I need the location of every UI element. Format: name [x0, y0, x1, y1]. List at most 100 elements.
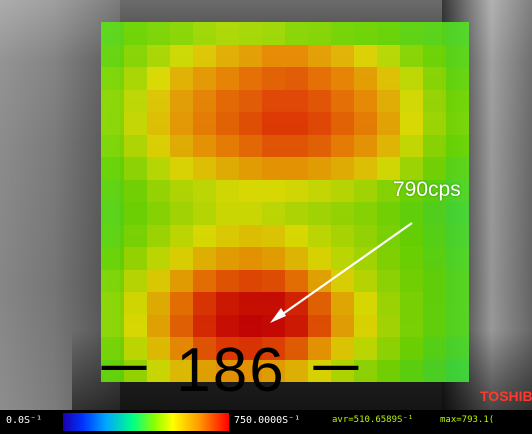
heatmap-cell — [308, 269, 331, 292]
heatmap-cell — [331, 247, 354, 270]
heatmap-cell — [354, 247, 377, 270]
heatmap-cell — [331, 292, 354, 315]
heatmap-cell — [147, 314, 170, 337]
heatmap-cell — [377, 157, 400, 180]
heatmap-cell — [423, 292, 446, 315]
heatmap-cell — [446, 337, 469, 360]
heatmap-cell — [101, 89, 124, 112]
heatmap-cell — [400, 67, 423, 90]
heatmap-cell — [423, 337, 446, 360]
heatmap-cell — [377, 269, 400, 292]
heatmap-cell — [446, 314, 469, 337]
heatmap-cell — [147, 179, 170, 202]
heatmap-cell — [147, 89, 170, 112]
heatmap-cell — [216, 247, 239, 270]
heatmap-cell — [239, 314, 262, 337]
heatmap-cell — [446, 112, 469, 135]
heatmap-cell — [124, 269, 147, 292]
heatmap-cell — [400, 314, 423, 337]
heatmap-cell — [124, 44, 147, 67]
heatmap-cell — [124, 224, 147, 247]
heatmap-cell — [170, 112, 193, 135]
heatmap-cell — [400, 224, 423, 247]
heatmap-cell — [239, 89, 262, 112]
heatmap-cell — [446, 157, 469, 180]
heatmap-cell — [423, 44, 446, 67]
heatmap-cell — [354, 179, 377, 202]
heatmap-cell — [124, 134, 147, 157]
heatmap-cell — [124, 157, 147, 180]
heatmap-cell — [170, 292, 193, 315]
heatmap-cell — [101, 44, 124, 67]
heatmap-cell — [193, 224, 216, 247]
heatmap-cell — [285, 359, 308, 382]
heatmap-cell — [285, 89, 308, 112]
heatmap-cell — [193, 157, 216, 180]
heatmap-cell — [193, 269, 216, 292]
heatmap-cell — [262, 67, 285, 90]
heatmap-cell — [308, 202, 331, 225]
heatmap-cell — [170, 22, 193, 45]
heatmap-cell — [308, 112, 331, 135]
heatmap-cell — [400, 89, 423, 112]
heatmap-cell — [377, 179, 400, 202]
heatmap-cell — [400, 134, 423, 157]
heatmap-cell — [239, 134, 262, 157]
avr-readout: avr=510.6589S⁻¹ — [332, 415, 414, 425]
heatmap-cell — [262, 269, 285, 292]
heatmap-cell — [239, 179, 262, 202]
heatmap-cell — [423, 134, 446, 157]
heatmap-cell — [124, 337, 147, 360]
heatmap-cell — [285, 44, 308, 67]
heatmap-cell — [446, 67, 469, 90]
heatmap-cell — [262, 22, 285, 45]
heatmap-cell — [147, 292, 170, 315]
heatmap-cell — [193, 247, 216, 270]
heatmap-cell — [216, 22, 239, 45]
heatmap-cell — [446, 292, 469, 315]
heatmap-cell — [331, 22, 354, 45]
heatmap-cell — [331, 134, 354, 157]
heatmap-cell — [354, 292, 377, 315]
heatmap-cell — [285, 22, 308, 45]
heatmap-cell — [216, 44, 239, 67]
heatmap-cell — [239, 247, 262, 270]
heatmap-cell — [400, 22, 423, 45]
heatmap-cell — [354, 269, 377, 292]
heatmap-cell — [239, 22, 262, 45]
heatmap-cell — [170, 314, 193, 337]
heatmap-cell — [446, 224, 469, 247]
heatmap-cell — [308, 337, 331, 360]
heatmap-cell — [331, 179, 354, 202]
heatmap-cell — [285, 337, 308, 360]
heatmap-cell — [377, 314, 400, 337]
heatmap-cell — [446, 247, 469, 270]
heatmap-cell — [423, 179, 446, 202]
heatmap-cell — [262, 112, 285, 135]
heatmap-cell — [308, 359, 331, 382]
heatmap-cell — [193, 112, 216, 135]
heatmap-cell — [446, 89, 469, 112]
heatmap-cell — [170, 337, 193, 360]
heatmap-cell — [285, 292, 308, 315]
heatmap-cell — [216, 202, 239, 225]
heatmap-cell — [170, 67, 193, 90]
heatmap-cell — [354, 359, 377, 382]
heatmap-cell — [101, 22, 124, 45]
heatmap-cell — [216, 179, 239, 202]
frame-number: － 186 － — [93, 336, 369, 405]
heatmap-cell — [331, 67, 354, 90]
color-scale-max-label: 750.0000S⁻¹ — [234, 415, 301, 426]
heatmap-cell — [446, 44, 469, 67]
heatmap-cell — [308, 179, 331, 202]
heatmap-cell — [170, 134, 193, 157]
heatmap-cell — [308, 89, 331, 112]
heatmap-cell — [101, 359, 124, 382]
heatmap-cell — [147, 269, 170, 292]
heatmap-cell — [216, 269, 239, 292]
heatmap-cell — [285, 224, 308, 247]
heatmap-cell — [193, 179, 216, 202]
heatmap-cell — [423, 269, 446, 292]
heatmap-cell — [147, 202, 170, 225]
heatmap-cell — [216, 112, 239, 135]
